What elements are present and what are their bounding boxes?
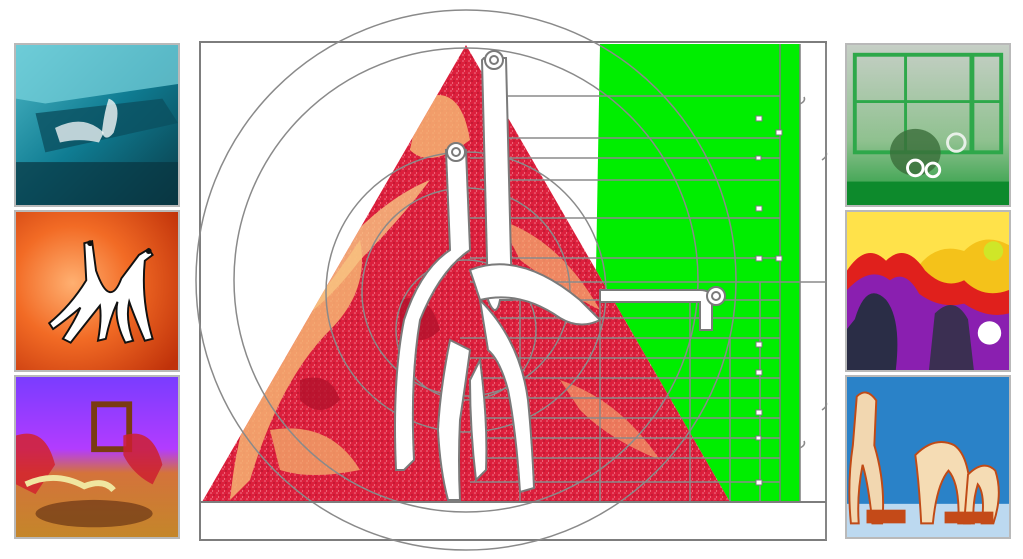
triangle-texture [230,95,660,500]
thumbnail-purple-room[interactable] [14,375,180,539]
teal-interior-image [16,45,178,205]
purple-room-image [16,377,178,537]
horizontal-rules [460,95,826,483]
thumbnail-heatmap[interactable] [845,210,1011,372]
thumbnail-green-window[interactable] [845,43,1011,207]
green-nodes [755,115,783,486]
right-edge-brackets [799,44,828,540]
red-triangle [202,45,730,502]
thumbnail-teal-interior[interactable] [14,43,180,207]
green-window-image [847,45,1009,205]
ring-markers [446,50,726,306]
orange-giraffe-image [16,212,178,370]
figure-outline [394,57,713,501]
blue-cutout-image [847,377,1009,537]
thumbnail-orange-giraffe[interactable] [14,210,180,372]
thumbnail-blue-cutout[interactable] [845,375,1011,539]
heatmap-image [847,212,1009,370]
